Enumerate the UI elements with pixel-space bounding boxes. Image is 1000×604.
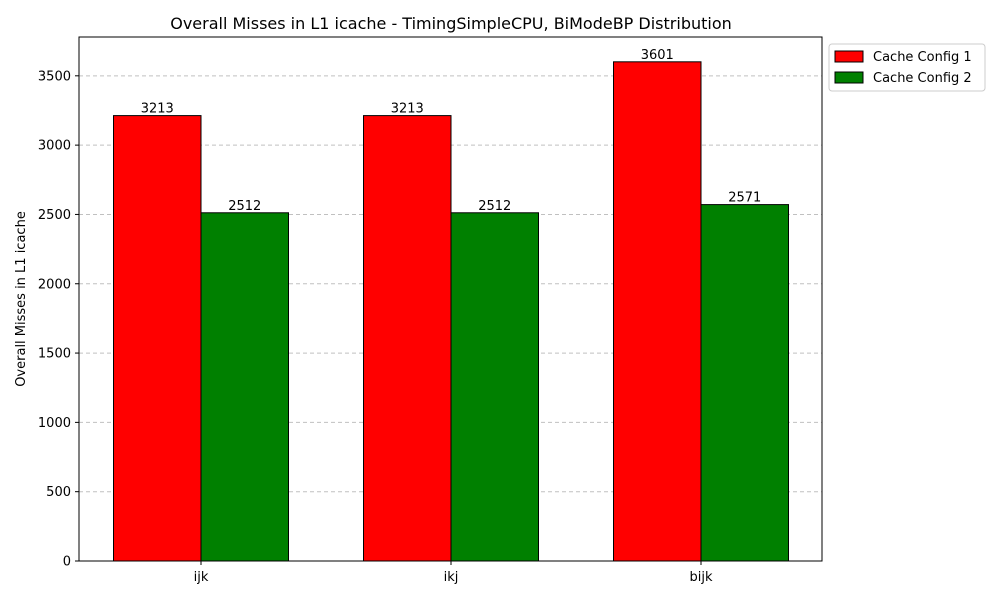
- y-tick-label: 1500: [38, 347, 71, 362]
- bar-ijk-config-2: [200, 212, 289, 562]
- bar-value-label: 2512: [228, 199, 261, 214]
- bar-bijk-config-1: [613, 61, 702, 562]
- bar-ikj-config-2: [450, 212, 539, 562]
- legend-swatch-config-2: [834, 71, 864, 84]
- legend-swatch-config-1: [834, 50, 864, 63]
- plot-frame: [78, 36, 823, 562]
- plot-area: 3213 2512 ijk 3213 2512 ikj 3601 2571 bijk 0 500 10…: [38, 36, 986, 585]
- legend-label-config-1: Cache Config 1: [873, 50, 972, 65]
- x-tick-label: ikj: [444, 570, 459, 585]
- bar-bijk-config-2: [700, 204, 789, 562]
- y-tick-label: 2000: [38, 277, 71, 292]
- chart-title: Overall Misses in L1 icache - TimingSimp…: [170, 14, 732, 33]
- y-tick-label: 2500: [38, 208, 71, 223]
- legend-box: [828, 43, 986, 92]
- legend-label-config-2: Cache Config 2: [873, 71, 972, 86]
- x-tick-label: ijk: [194, 570, 209, 585]
- x-tick-label: bijk: [689, 570, 712, 585]
- bar-value-label: 2571: [728, 191, 761, 206]
- y-tick-label: 3000: [38, 139, 71, 154]
- y-tick-label: 3500: [38, 69, 71, 84]
- bar-value-label: 3601: [641, 48, 674, 63]
- y-tick-label: 0: [63, 555, 71, 570]
- bar-value-label: 3213: [391, 102, 424, 117]
- bar-value-label: 3213: [141, 102, 174, 117]
- y-tick-label: 1000: [38, 416, 71, 431]
- bar-value-label: 2512: [478, 199, 511, 214]
- y-tick-label: 500: [46, 485, 71, 500]
- bar-ijk-config-1: [113, 115, 202, 562]
- y-axis-label: Overall Misses in L1 icache: [14, 211, 29, 387]
- bar-ikj-config-1: [363, 115, 452, 562]
